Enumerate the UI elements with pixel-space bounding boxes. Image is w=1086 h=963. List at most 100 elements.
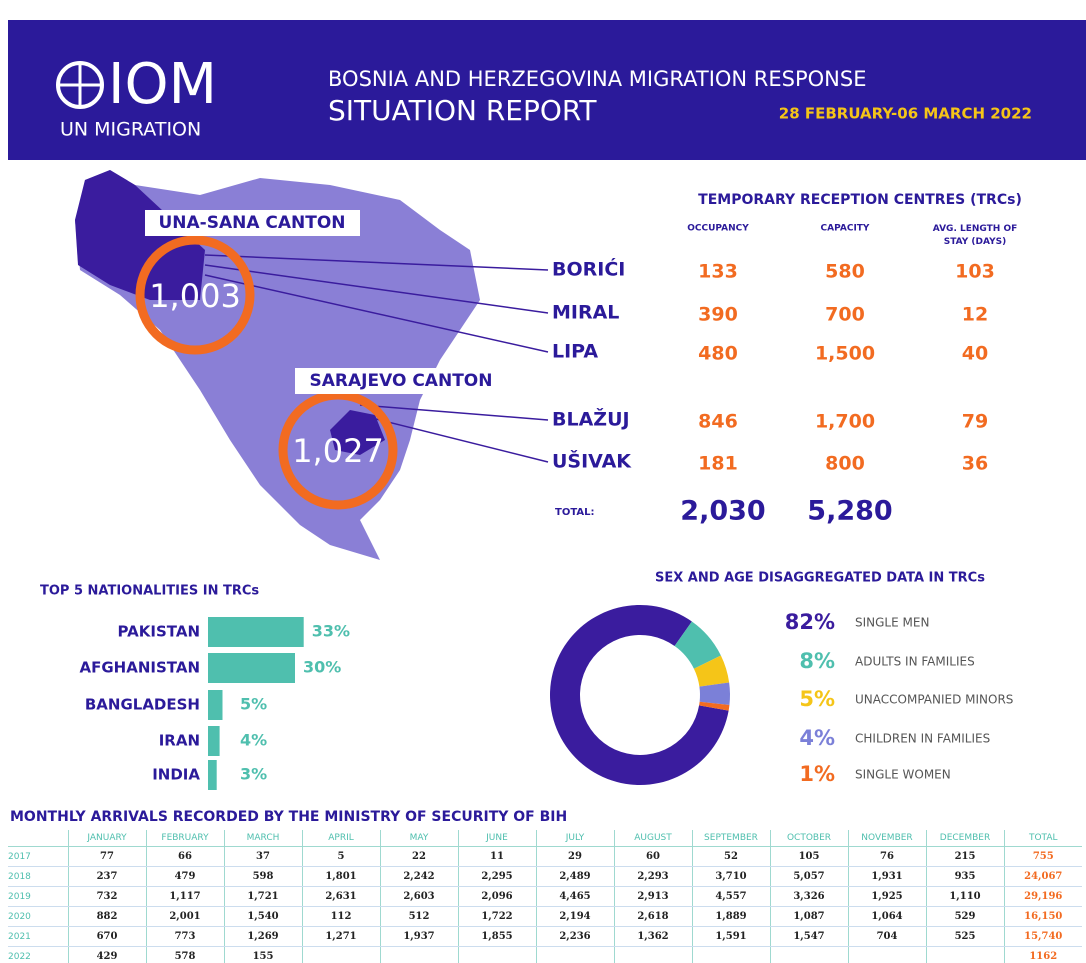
region-label: SARAJEVO CANTON: [310, 371, 493, 391]
trc-value: 103: [955, 261, 995, 283]
cell: [613, 946, 692, 963]
connector-lines: [204, 254, 549, 463]
year: 2022: [8, 946, 68, 963]
cell: 1162: [1003, 946, 1082, 963]
legend-value: 4%: [799, 726, 835, 750]
column-header: NOVEMBER: [847, 830, 926, 847]
cell: 429: [67, 946, 146, 963]
column-header: FEBRUARY: [145, 830, 224, 847]
cell: 2,618: [613, 906, 692, 927]
corner: [8, 830, 68, 847]
cell: 479: [145, 866, 224, 887]
trc-value: 12: [962, 304, 988, 326]
trc-value: 40: [962, 343, 988, 365]
nat-label: PAKISTAN: [118, 623, 200, 641]
donut-slice: [550, 605, 729, 786]
cell: 1,087: [769, 906, 848, 927]
legend-value: 8%: [799, 649, 835, 673]
nat-bar: [208, 760, 217, 790]
region-label-box: [145, 210, 360, 236]
cell: 4,557: [691, 886, 770, 907]
column-header: TOTAL: [1003, 830, 1082, 847]
legend-label: SINGLE MEN: [855, 616, 929, 630]
cell: 29,196: [1003, 886, 1082, 907]
column-header: DECEMBER: [925, 830, 1004, 847]
connector: [204, 254, 549, 271]
cell: 1,889: [691, 906, 770, 927]
trc-value: 700: [825, 304, 865, 326]
cell: 1,064: [847, 906, 926, 927]
cell: [379, 946, 458, 963]
cell: 2,631: [301, 886, 380, 907]
cell: 37: [223, 846, 302, 867]
cell: 60: [613, 846, 692, 867]
year: 2019: [8, 886, 68, 907]
cell: 76: [847, 846, 926, 867]
cell: 4,465: [535, 886, 614, 907]
donut-slice: [699, 682, 731, 706]
header-date: 28 FEBRUARY-06 MARCH 2022: [779, 105, 1032, 123]
cell: 29: [535, 846, 614, 867]
cell: [691, 946, 770, 963]
nat-title: TOP 5 NATIONALITIES IN TRCs: [40, 584, 259, 599]
cell: 22: [379, 846, 458, 867]
nat-value: 33%: [312, 622, 350, 641]
nat-label: AFGHANISTAN: [80, 659, 201, 677]
cell: [301, 946, 380, 963]
nat-value: 4%: [240, 731, 267, 750]
legend-value: 82%: [785, 610, 835, 634]
cell: 732: [67, 886, 146, 907]
trc-name: BORIĆI: [552, 257, 625, 281]
header-subtitle: SITUATION REPORT: [328, 94, 597, 127]
trc-value: 79: [962, 411, 988, 433]
cell: 215: [925, 846, 1004, 867]
legend-value: 1%: [799, 762, 835, 786]
cell: 1,547: [769, 926, 848, 947]
cell: 773: [145, 926, 224, 947]
cell: 704: [847, 926, 926, 947]
cell: 11: [457, 846, 536, 867]
arrivals-table: JANUARY FEBRUARY MARCH APRIL MAY JUNE JULY AUGU…: [8, 830, 1082, 963]
trc-value: 580: [825, 261, 865, 283]
cell: 1,362: [613, 926, 692, 947]
data-row: 2017 77 66 37 5 22 11 29 60 52 105 76 215 755: [8, 846, 1082, 867]
nat-label: IRAN: [159, 732, 200, 750]
column-header: APRIL: [301, 830, 380, 847]
trc-total: 5,280: [807, 496, 892, 527]
cell: 2,295: [457, 866, 536, 887]
nat-label: BANGLADESH: [85, 696, 200, 714]
cell: 1,540: [223, 906, 302, 927]
cell: 1,110: [925, 886, 1004, 907]
logo-text: IOM: [108, 52, 217, 117]
cell: 3,710: [691, 866, 770, 887]
cell: 5: [301, 846, 380, 867]
cell: 578: [145, 946, 224, 963]
cell: 1,117: [145, 886, 224, 907]
cell: 1,801: [301, 866, 380, 887]
cell: 1,721: [223, 886, 302, 907]
header-row: JANUARY FEBRUARY MARCH APRIL MAY JUNE JULY AUGU…: [8, 830, 1082, 847]
nat-value: 5%: [240, 695, 267, 714]
nat-value: 30%: [303, 658, 341, 677]
map-sarajevo: [330, 410, 385, 455]
data-row: 2021 670 773 1,269 1,271 1,937 1,855 2,236 1,362…: [8, 926, 1082, 947]
cell: 66: [145, 846, 224, 867]
cell: 24,067: [1003, 866, 1082, 887]
cell: 5,057: [769, 866, 848, 887]
cell: 112: [301, 906, 380, 927]
cell: 1,925: [847, 886, 926, 907]
trc-col-header: CAPACITY: [821, 224, 870, 234]
cell: 237: [67, 866, 146, 887]
region-value: 1,003: [149, 277, 241, 315]
cell: 77: [67, 846, 146, 867]
cell: 2,489: [535, 866, 614, 887]
trc-name: MIRAL: [552, 302, 619, 324]
legend-label: CHILDREN IN FAMILIES: [855, 732, 990, 746]
nat-bar: [208, 690, 223, 720]
cell: 755: [1003, 846, 1082, 867]
trc-name: UŠIVAK: [552, 449, 632, 473]
cell: 2,096: [457, 886, 536, 907]
cell: 2,236: [535, 926, 614, 947]
trc-total: 2,030: [680, 496, 765, 527]
column-header: SEPTEMBER: [691, 830, 770, 847]
